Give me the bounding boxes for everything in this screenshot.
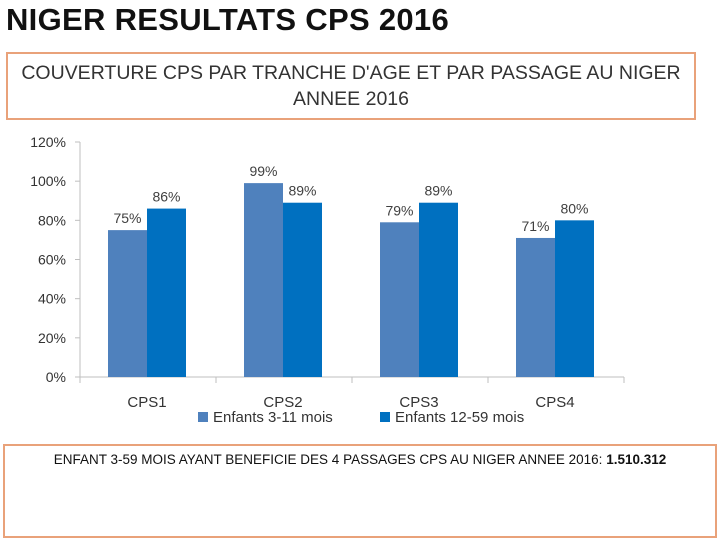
- chart-title: COUVERTURE CPS PAR TRANCHE D'AGE ET PAR …: [6, 52, 696, 120]
- bar: [516, 237, 555, 377]
- y-tick-label: 60%: [38, 252, 66, 268]
- data-label: 79%: [385, 202, 413, 218]
- legend-label: Enfants 3-11 mois: [213, 409, 333, 426]
- y-tick-label: 80%: [38, 212, 66, 228]
- y-tick-label: 40%: [38, 291, 66, 307]
- x-tick-label: CPS3: [399, 394, 438, 411]
- legend-swatch: [198, 412, 208, 422]
- bar: [419, 202, 458, 377]
- bar: [244, 183, 283, 377]
- summary-note-value: 1.510.312: [606, 452, 667, 467]
- y-tick-label: 100%: [30, 173, 66, 189]
- x-tick-label: CPS2: [263, 394, 302, 411]
- summary-note-text: ENFANT 3-59 MOIS AYANT BENEFICIE DES 4 P…: [53, 452, 603, 467]
- data-label: 89%: [288, 183, 316, 199]
- bar: [283, 202, 322, 377]
- data-label: 89%: [424, 183, 452, 199]
- data-label: 99%: [249, 163, 277, 179]
- y-tick-label: 120%: [30, 134, 66, 150]
- bar: [108, 230, 147, 377]
- x-tick-label: CPS4: [535, 394, 574, 411]
- y-tick-label: 0%: [46, 369, 66, 385]
- bar-chart: 0% 20% 40% 60% 80% 100% 120% CPS1 75% 86% CPS2 99%…: [30, 134, 625, 426]
- bar: [380, 222, 419, 377]
- data-label: 80%: [560, 200, 588, 216]
- data-label: 75%: [113, 210, 141, 226]
- bar: [147, 208, 186, 377]
- data-label: 71%: [521, 218, 549, 234]
- y-tick-label: 20%: [38, 330, 66, 346]
- bar: [555, 220, 594, 377]
- page-title: NIGER RESULTATS CPS 2016: [6, 2, 450, 37]
- data-label: 86%: [152, 189, 180, 205]
- legend-label: Enfants 12-59 mois: [395, 409, 524, 426]
- legend-swatch: [380, 412, 390, 422]
- x-tick-label: CPS1: [127, 394, 166, 411]
- summary-note: ENFANT 3-59 MOIS AYANT BENEFICIE DES 4 P…: [3, 444, 717, 538]
